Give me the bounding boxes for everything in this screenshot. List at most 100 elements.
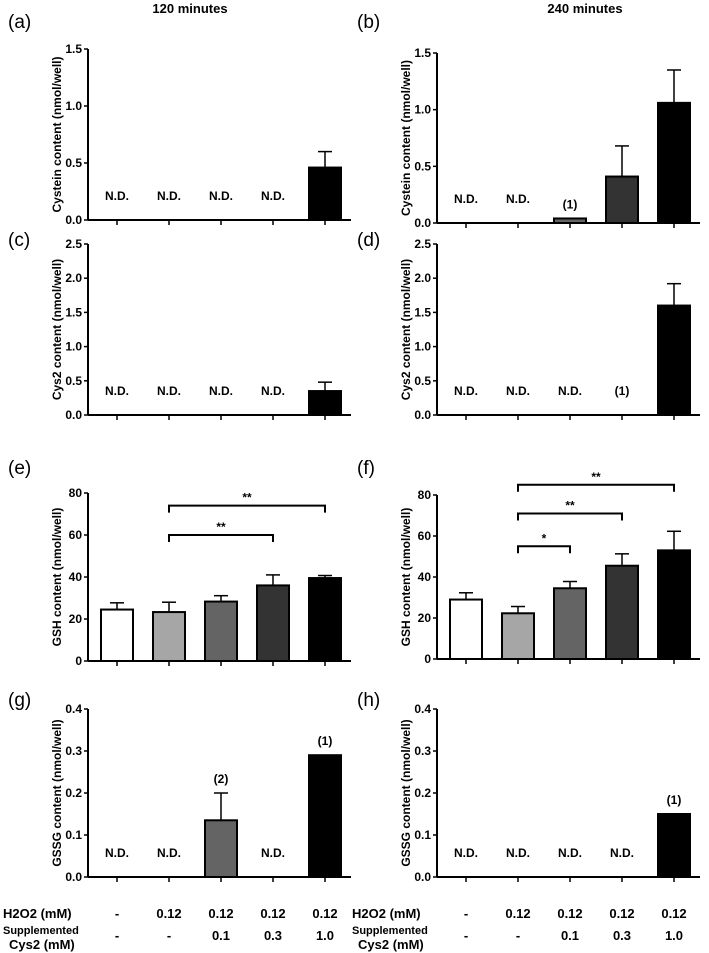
y-tick-label: 1.5 <box>414 46 431 60</box>
y-tick-label: 1.5 <box>414 305 431 319</box>
panel-g: (g) GSSG content (nmol/well)0.0 0.1 0.2 0.3 0… <box>8 690 351 884</box>
h2o2-label-right: H2O2 (mM) <box>352 906 421 921</box>
y-tick-label: 0 <box>424 652 431 666</box>
y-tick-label: 0.3 <box>65 744 82 758</box>
y-axis-label: GSSG content (nmol/well) <box>399 719 413 866</box>
y-axis-label: Cystein content (nmol/well) <box>399 60 413 216</box>
panel-h: (h) GSSG content (nmol/well)0.0 0.1 0.2 0.3 0… <box>357 690 700 884</box>
y-tick-label: 0.1 <box>65 828 82 842</box>
y-tick-label: 0.3 <box>414 744 431 758</box>
y-axis-label: Cys2 content (nmol/well) <box>399 259 413 400</box>
panel-c: (c) Cys2 content (nmol/well)0.0 0.5 1.0 1.5 2… <box>8 230 351 422</box>
y-tick-label: 80 <box>418 488 432 502</box>
panel-label: (g) <box>8 690 31 711</box>
bar-annotation: N.D. <box>209 189 233 203</box>
cys2-label-line1: Supplemented <box>3 925 79 937</box>
y-tick-label: 1.5 <box>65 42 82 56</box>
y-tick-label: 0.0 <box>414 216 431 230</box>
panel-label: (a) <box>8 12 31 33</box>
cys2-value: 0.1 <box>561 928 579 943</box>
y-tick-label: 2.5 <box>414 237 431 251</box>
cys2-value: - <box>115 928 119 943</box>
bar-annotation: (1) <box>615 384 630 398</box>
bar <box>605 564 639 660</box>
bar-annotation: N.D. <box>157 189 181 203</box>
y-tick-label: 0.0 <box>65 870 82 884</box>
y-tick-label: 0.5 <box>65 156 82 170</box>
y-tick-label: 1.0 <box>414 103 431 117</box>
significance-label: * <box>542 531 547 545</box>
bar <box>308 166 342 221</box>
bar <box>449 598 483 660</box>
bar-annotation: N.D. <box>261 384 285 398</box>
significance-label: ** <box>216 520 226 534</box>
significance-label: ** <box>242 491 252 505</box>
y-tick-label: 2.5 <box>65 237 82 251</box>
cys2-value: 1.0 <box>665 928 683 943</box>
panel-d: (d) Cys2 content (nmol/well)0.0 0.5 1.0 1.5 2… <box>357 230 700 422</box>
y-tick-label: 0.2 <box>414 786 431 800</box>
bar <box>152 611 186 663</box>
title-120-minutes: 120 minutes <box>152 1 227 16</box>
bar <box>657 549 691 660</box>
h2o2-value: 0.12 <box>661 906 686 921</box>
y-tick-label: 0.0 <box>414 408 431 422</box>
h2o2-value: - <box>464 906 468 921</box>
y-axis-label: GSH content (nmol/well) <box>50 508 64 647</box>
panel-e: (e) GSH content (nmol/well) 0 20 40 60 80 ** ** <box>8 458 351 668</box>
y-axis-label: GSH content (nmol/well) <box>399 508 413 647</box>
bar-annotation: N.D. <box>209 384 233 398</box>
bar-annotation: N.D. <box>261 846 285 860</box>
cys2-value: - <box>464 928 468 943</box>
h2o2-value: 0.12 <box>156 906 181 921</box>
bar <box>657 101 691 224</box>
y-tick-label: 0.0 <box>65 213 82 227</box>
significance-bracket <box>517 545 571 554</box>
bar-annotation: N.D. <box>157 846 181 860</box>
h2o2-value: 0.12 <box>557 906 582 921</box>
y-tick-label: 0.5 <box>65 374 82 388</box>
significance-bracket <box>517 512 623 521</box>
y-axis-label: GSSG content (nmol/well) <box>50 719 64 866</box>
y-tick-label: 1.0 <box>65 99 82 113</box>
y-tick-label: 40 <box>69 570 83 584</box>
y-tick-label: 2.0 <box>65 271 82 285</box>
bar-annotation: N.D. <box>454 192 478 206</box>
bar <box>553 587 587 661</box>
y-tick-label: 2.0 <box>414 271 431 285</box>
bar-annotation: N.D. <box>558 846 582 860</box>
y-axis-label: Cystein content (nmol/well) <box>50 56 64 212</box>
bar <box>204 600 238 663</box>
cys2-value: 0.3 <box>613 928 631 943</box>
y-tick-label: 0.0 <box>414 870 431 884</box>
y-tick-label: 0.5 <box>414 159 431 173</box>
bar-annotation: N.D. <box>261 189 285 203</box>
bar-annotation: N.D. <box>506 846 530 860</box>
panel-label: (c) <box>8 230 30 251</box>
bar-annotation: N.D. <box>105 846 129 860</box>
bar <box>308 754 342 879</box>
y-tick-label: 0.4 <box>414 702 431 716</box>
cys2-value: 1.0 <box>316 928 334 943</box>
title-240-minutes: 240 minutes <box>547 1 622 16</box>
y-tick-label: 1.5 <box>65 305 82 319</box>
y-tick-label: 1.0 <box>65 340 82 354</box>
significance-bracket <box>168 504 326 513</box>
bar-annotation: N.D. <box>558 384 582 398</box>
bar <box>308 577 342 662</box>
y-tick-label: 0.5 <box>414 374 431 388</box>
significance-label: ** <box>565 498 575 512</box>
panel-a: (a) Cystein content (nmol/well)0.0 0.5 1.0 1… <box>8 12 351 227</box>
y-tick-label: 40 <box>418 570 432 584</box>
cys2-value: - <box>167 928 171 943</box>
cys2-label-line2: Cys2 (mM) <box>9 937 75 952</box>
bar-annotation: N.D. <box>105 384 129 398</box>
bar-annotation: N.D. <box>506 192 530 206</box>
panels: (a)Cystein content (nmol/well)0.00.51.01… <box>8 12 700 884</box>
cys2-value: - <box>516 928 520 943</box>
panel-b: (b) Cystein content (nmol/well)0.0 0.5 1.0 1… <box>357 12 700 230</box>
bar <box>308 390 342 416</box>
bar <box>256 584 290 663</box>
h2o2-value: - <box>115 906 119 921</box>
